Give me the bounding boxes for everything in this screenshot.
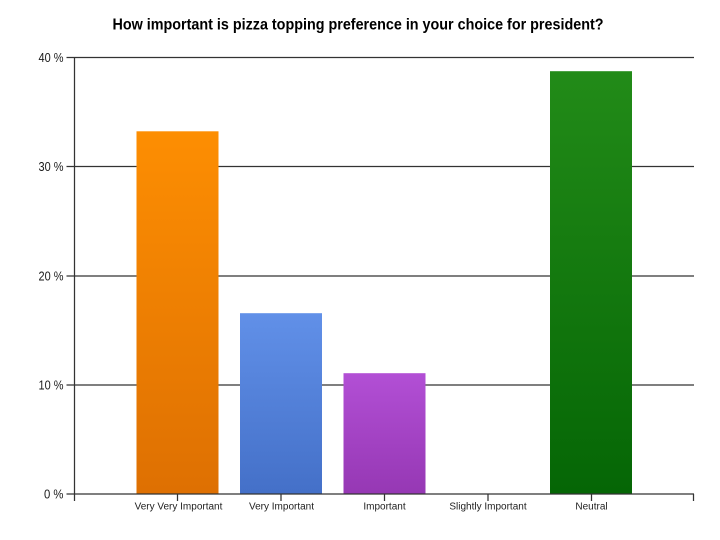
svg-text:Very Very Important: Very Very Important [135, 502, 223, 513]
svg-text:30 %: 30 % [39, 159, 64, 174]
svg-text:10 %: 10 % [39, 378, 64, 393]
svg-text:Slightly Important: Slightly Important [449, 502, 526, 513]
svg-text:Very Important: Very Important [249, 502, 314, 513]
svg-text:0 %: 0 % [44, 487, 64, 502]
svg-text:Important: Important [363, 502, 405, 513]
svg-text:Neutral: Neutral [575, 502, 607, 513]
svg-text:20 %: 20 % [39, 269, 64, 284]
svg-text:40 %: 40 % [39, 50, 64, 65]
svg-text:How important is pizza topping: How important is pizza topping preferenc… [113, 17, 604, 34]
